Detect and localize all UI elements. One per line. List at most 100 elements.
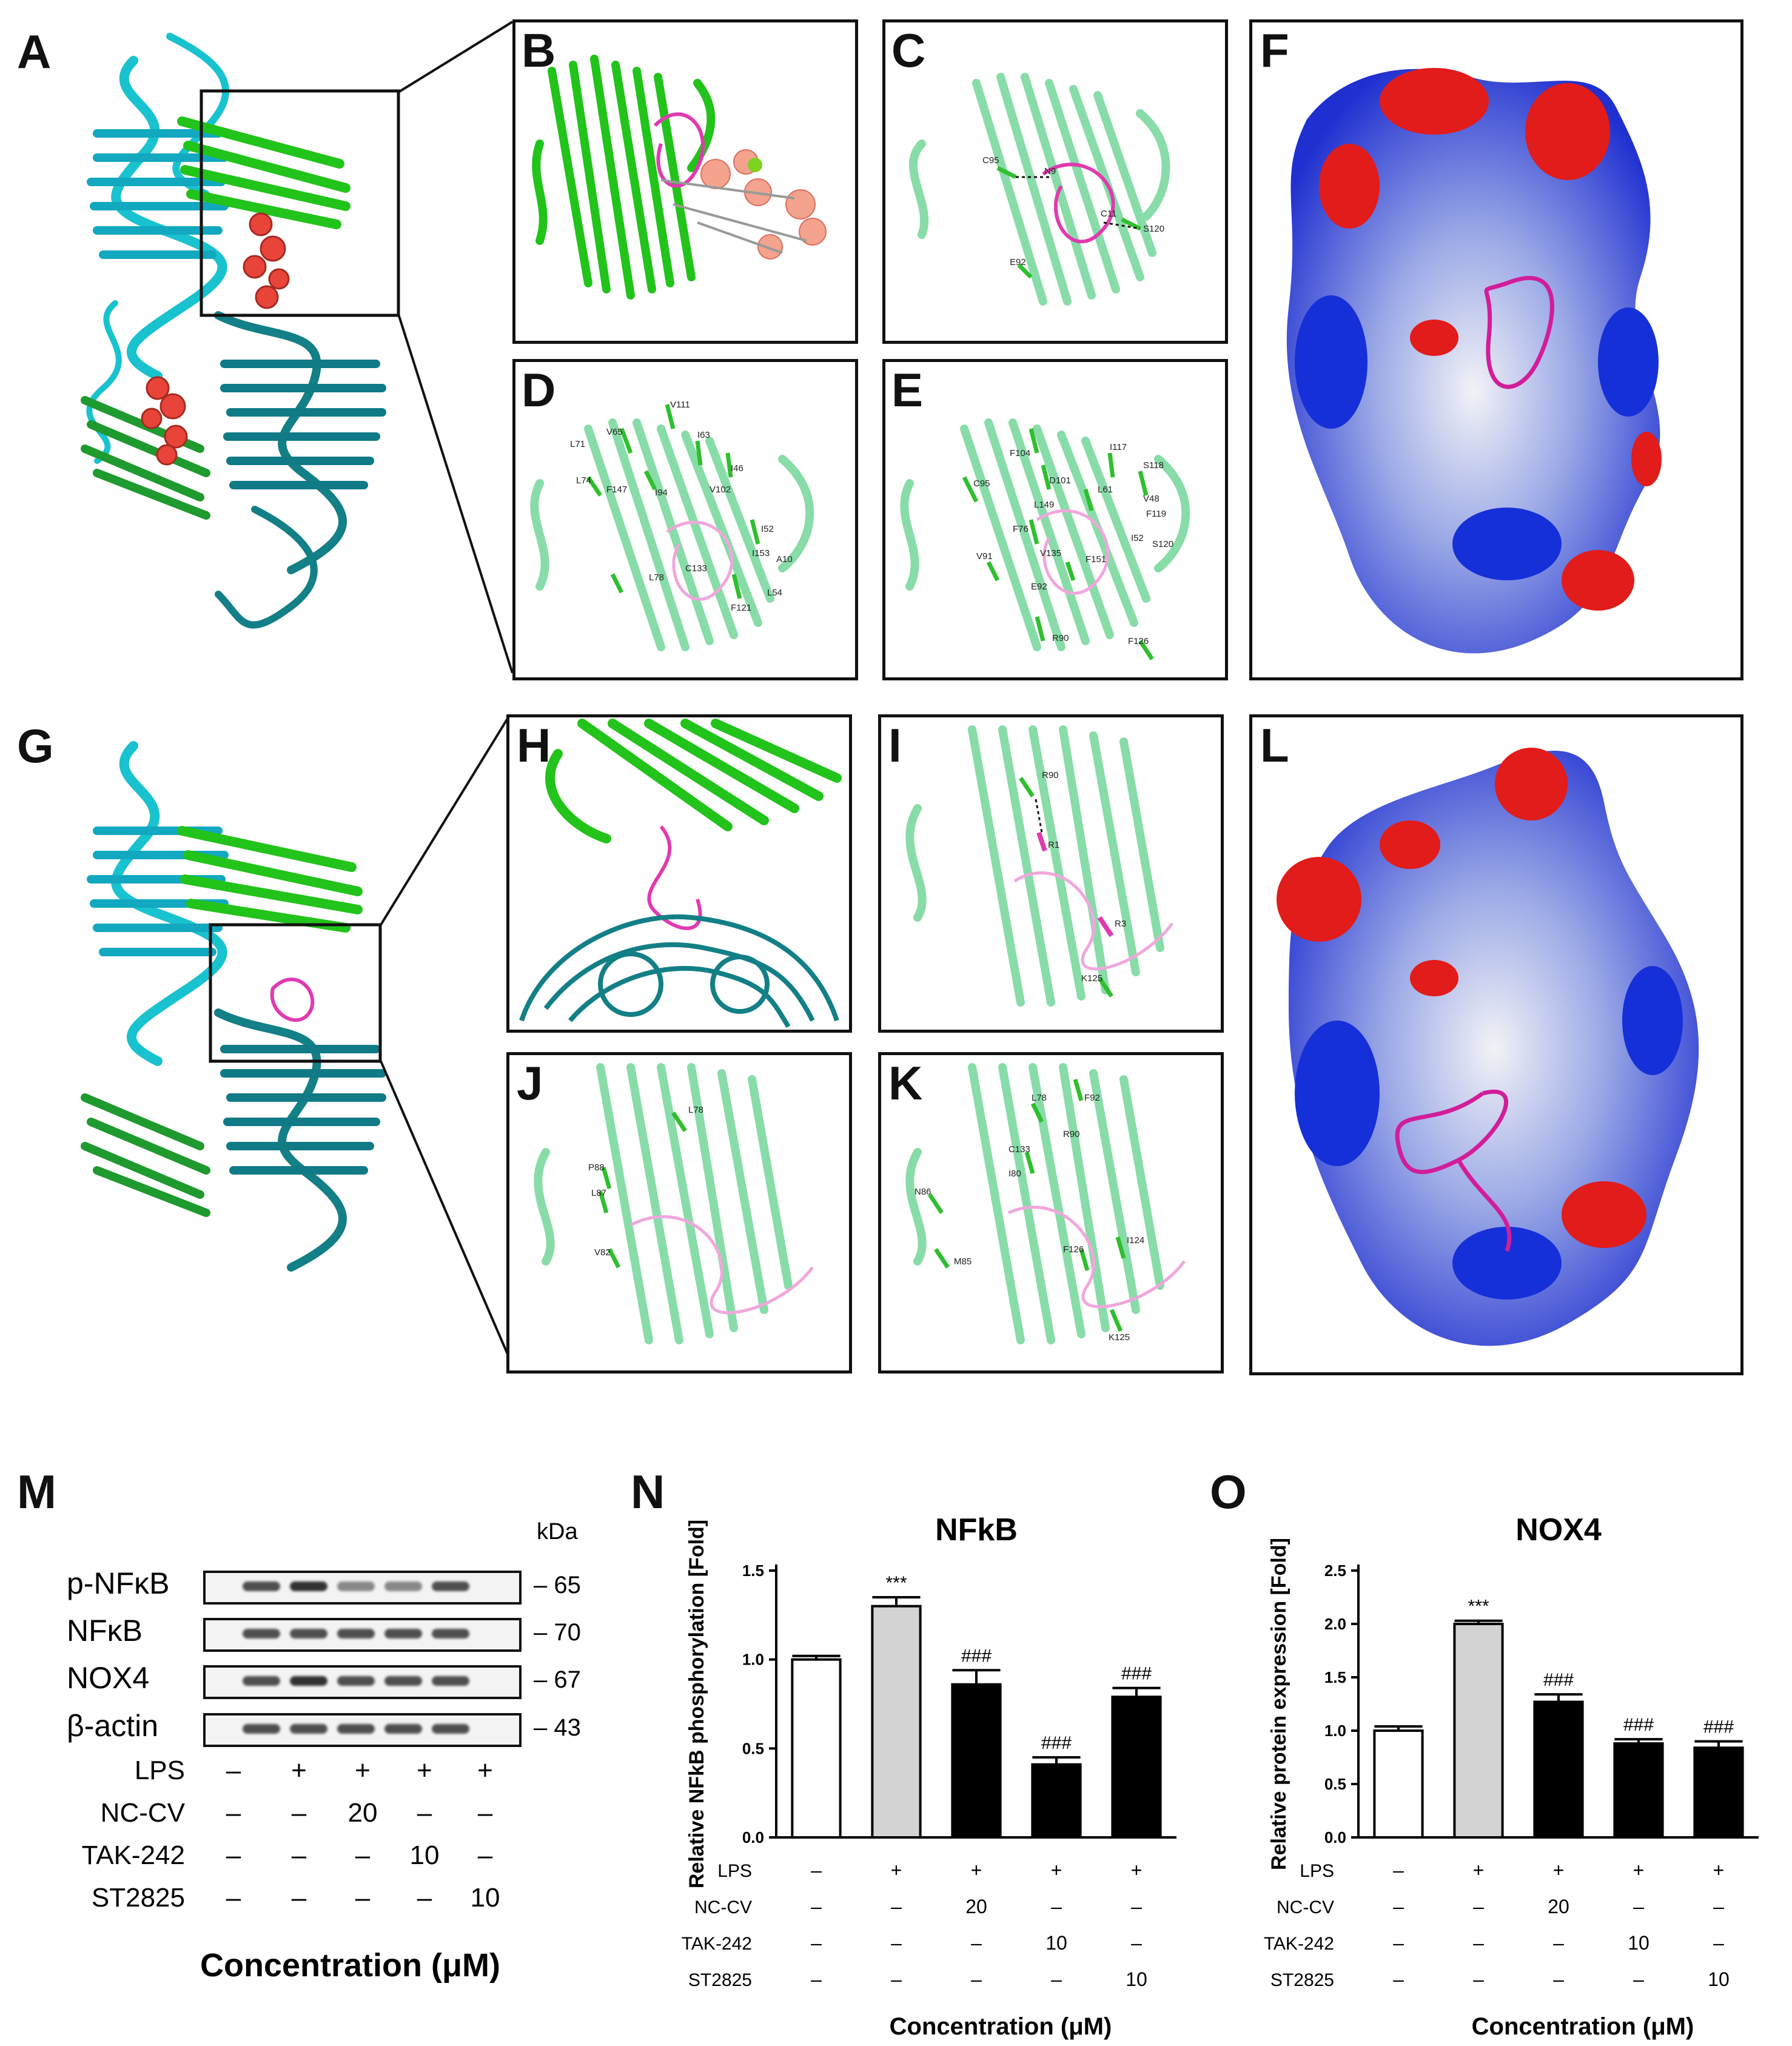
residue-label: F126 bbox=[1063, 1244, 1084, 1255]
panel-label-d: D bbox=[522, 363, 556, 417]
condition-value: – bbox=[1393, 1896, 1404, 1917]
residue-label: C95 bbox=[982, 155, 999, 166]
condition-label: LPS bbox=[1300, 1861, 1334, 1881]
panel-l-box bbox=[1249, 714, 1743, 1375]
condition-value: – bbox=[811, 1968, 822, 1990]
bar bbox=[1373, 1729, 1424, 1839]
residue-label: M85 bbox=[954, 1256, 972, 1267]
residue-label: L149 bbox=[1034, 500, 1054, 510]
residue-label: F126 bbox=[1128, 636, 1149, 646]
condition-value: – bbox=[226, 1798, 241, 1828]
condition-label: ST2825 bbox=[688, 1970, 752, 1990]
residue-label: I80 bbox=[1008, 1169, 1021, 1179]
condition-value: – bbox=[355, 1840, 371, 1870]
panel-label-e: E bbox=[891, 363, 924, 417]
blot-row-label: β-actin bbox=[67, 1709, 159, 1743]
protein-complex-structure-g bbox=[81, 741, 386, 1272]
condition-value: – bbox=[1131, 1932, 1142, 1954]
y-tick-label: 1.5 bbox=[1324, 1668, 1346, 1686]
y-tick-label: 1.0 bbox=[742, 1651, 764, 1669]
condition-value: – bbox=[971, 1968, 982, 1990]
condition-label: LPS bbox=[717, 1861, 752, 1881]
condition-value: – bbox=[417, 1883, 432, 1913]
residue-label: K125 bbox=[1081, 973, 1102, 984]
electrostatic-surface-f bbox=[1286, 68, 1662, 654]
condition-value: – bbox=[1633, 1896, 1644, 1917]
significance-label: ### bbox=[1543, 1670, 1574, 1690]
y-axis-label: Relative protein expression [Fold] bbox=[1267, 1538, 1290, 1870]
blot-band bbox=[290, 1581, 327, 1591]
condition-label: TAK-242 bbox=[81, 1840, 185, 1870]
protein-complex-structure-a bbox=[81, 33, 400, 629]
panel-c-box: C95 N9 C11 S120 E92 bbox=[882, 19, 1228, 344]
panel-label-a: A bbox=[17, 25, 52, 78]
residue-label: R90 bbox=[1063, 1129, 1080, 1139]
bar bbox=[791, 1658, 842, 1839]
condition-value: – bbox=[417, 1798, 432, 1828]
condition-value: 20 bbox=[347, 1798, 378, 1828]
significance-label: ### bbox=[961, 1646, 992, 1666]
nox4-bar-chart: NOX4 Relative protein expression [Fold] 0.… bbox=[1264, 1512, 1759, 2040]
blot-row-label: NFκB bbox=[67, 1614, 143, 1648]
condition-label: TAK-242 bbox=[1264, 1934, 1334, 1954]
condition-label: TAK-242 bbox=[682, 1934, 752, 1954]
condition-value: + bbox=[291, 1756, 307, 1785]
significance-label: ### bbox=[1041, 1733, 1072, 1753]
blot-band bbox=[337, 1724, 375, 1734]
blot-band bbox=[384, 1724, 422, 1734]
residue-label: R1 bbox=[1048, 840, 1059, 850]
condition-value: – bbox=[891, 1932, 902, 1954]
residue-label: E92 bbox=[1031, 582, 1047, 592]
bar bbox=[1533, 1700, 1584, 1839]
blot-band bbox=[243, 1581, 280, 1591]
condition-value: – bbox=[291, 1840, 307, 1870]
panel-label-l: L bbox=[1260, 719, 1289, 772]
residue-label: K125 bbox=[1109, 1332, 1130, 1343]
residue-label: C95 bbox=[973, 478, 990, 489]
residue-label: V65 bbox=[606, 427, 623, 437]
panel-label-j: J bbox=[517, 1056, 543, 1110]
chart-title: NFkB bbox=[935, 1512, 1018, 1548]
condition-value: – bbox=[811, 1932, 822, 1954]
residue-labels-d: V111 V65 I63 L71 I46 L74 F147 I94 V102 I… bbox=[570, 400, 793, 613]
condition-value: – bbox=[971, 1932, 982, 1954]
condition-value: 10 bbox=[1708, 1968, 1730, 1990]
residue-label: L61 bbox=[1098, 485, 1113, 495]
condition-value: – bbox=[291, 1883, 307, 1913]
significance-label: ### bbox=[1623, 1715, 1654, 1735]
panel-label-b: B bbox=[522, 24, 556, 77]
bar bbox=[1693, 1746, 1744, 1839]
hydrogen-bond-view-i: R90 R1 R3 K125 bbox=[905, 725, 1173, 1007]
residue-label: E92 bbox=[1010, 257, 1026, 267]
condition-value: 10 bbox=[1045, 1932, 1067, 1954]
kda-marker: – 70 bbox=[534, 1619, 581, 1646]
residue-label: I63 bbox=[697, 430, 710, 440]
y-tick-label: 0.5 bbox=[1324, 1775, 1346, 1793]
y-tick-label: 0.0 bbox=[1324, 1828, 1346, 1846]
panel-label-n: N bbox=[631, 1465, 665, 1518]
residue-label: A10 bbox=[776, 554, 793, 565]
residue-label: V91 bbox=[976, 551, 993, 562]
panel-label-h: H bbox=[517, 719, 551, 772]
panel-f-box bbox=[1249, 19, 1743, 680]
panel-label-o: O bbox=[1210, 1465, 1247, 1518]
significance-label: ### bbox=[1121, 1664, 1152, 1684]
panel-b-box bbox=[512, 19, 858, 344]
bar bbox=[1453, 1623, 1504, 1839]
bar bbox=[1613, 1742, 1664, 1839]
nfkb-bar-chart: NFkB Relative NFkB phosphorylation [Fold]… bbox=[682, 1512, 1176, 2040]
condition-value: 20 bbox=[1548, 1896, 1569, 1917]
condition-value: – bbox=[1633, 1968, 1644, 1990]
blot-band bbox=[243, 1724, 280, 1734]
blot-band bbox=[290, 1724, 327, 1734]
blot-band bbox=[432, 1724, 469, 1734]
panel-h-box bbox=[506, 714, 852, 1033]
residue-label: V111 bbox=[670, 400, 690, 410]
residue-label: S118 bbox=[1143, 460, 1164, 471]
condition-value: – bbox=[1473, 1932, 1484, 1954]
residue-label: C133 bbox=[1008, 1144, 1030, 1155]
y-axis-label: Relative NFkB phosphorylation [Fold] bbox=[685, 1520, 708, 1888]
residue-label: S120 bbox=[1143, 224, 1164, 234]
blot-row-label: p-NFκB bbox=[67, 1566, 170, 1600]
binding-residues-k: L78 F92 R90 C133 N86 I80 M85 F126 I124 K… bbox=[905, 1063, 1186, 1344]
